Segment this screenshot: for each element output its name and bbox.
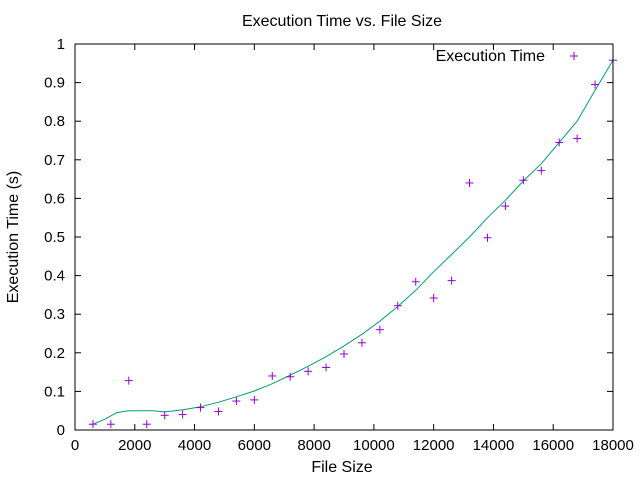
data-point <box>304 367 313 376</box>
data-point <box>178 410 187 419</box>
x-tick-label: 14000 <box>473 437 515 454</box>
y-tick-label: 0.5 <box>44 229 65 246</box>
data-point <box>250 395 259 404</box>
fit-curve <box>92 59 614 425</box>
x-tick-label: 4000 <box>178 437 211 454</box>
data-point <box>322 363 331 372</box>
x-tick-label: 10000 <box>353 437 395 454</box>
plot-frame <box>74 43 614 431</box>
data-point <box>214 407 223 416</box>
data-point <box>465 178 474 187</box>
x-tick-label: 18000 <box>592 437 634 454</box>
legend-marker <box>570 52 578 60</box>
data-point <box>555 138 564 147</box>
y-tick-label: 0.7 <box>44 152 65 169</box>
data-point <box>519 176 528 185</box>
data-point <box>286 372 295 381</box>
data-point <box>106 420 115 429</box>
x-tick-label: 12000 <box>413 437 455 454</box>
data-point <box>447 276 456 285</box>
y-tick-label: 0.2 <box>44 345 65 362</box>
plot-area <box>88 56 617 429</box>
axis-ticks: 0 2000 4000 6000 8000 10000 12000 14000 16000 180… <box>44 36 634 454</box>
y-tick-label: 0.6 <box>44 190 65 207</box>
y-axis-label: Execution Time (s) <box>5 171 22 303</box>
y-tick-label: 0.1 <box>44 383 65 400</box>
data-point <box>268 371 277 380</box>
y-tick-label: 1 <box>57 36 65 53</box>
data-point <box>591 80 600 89</box>
data-point <box>573 134 582 143</box>
x-tick-label: 6000 <box>238 437 271 454</box>
data-point <box>429 293 438 302</box>
y-tick-label: 0.4 <box>44 268 65 285</box>
chart-title: Execution Time vs. File Size <box>242 13 442 30</box>
x-tick-label: 2000 <box>118 437 151 454</box>
data-point <box>393 301 402 310</box>
data-point <box>88 420 97 429</box>
data-point <box>411 277 420 286</box>
y-tick-label: 0.3 <box>44 306 65 323</box>
x-axis-label: File Size <box>311 459 372 476</box>
data-point <box>537 166 546 175</box>
data-point <box>375 325 384 334</box>
x-tick-label: 8000 <box>297 437 330 454</box>
x-tick-label: 16000 <box>532 437 574 454</box>
data-point <box>340 349 348 358</box>
legend-label-execution-time: Execution Time <box>436 48 545 65</box>
data-point <box>232 397 241 406</box>
data-point <box>483 233 492 242</box>
data-point <box>196 403 205 412</box>
legend: Execution Time <box>436 48 578 65</box>
data-point <box>357 338 366 347</box>
data-point <box>142 420 151 429</box>
y-tick-label: 0.8 <box>44 113 65 130</box>
data-point <box>501 202 510 211</box>
x-tick-label: 0 <box>71 437 79 454</box>
y-tick-label: 0 <box>57 422 65 439</box>
data-point <box>124 376 133 385</box>
data-point <box>160 411 169 420</box>
y-tick-label: 0.9 <box>44 75 65 92</box>
